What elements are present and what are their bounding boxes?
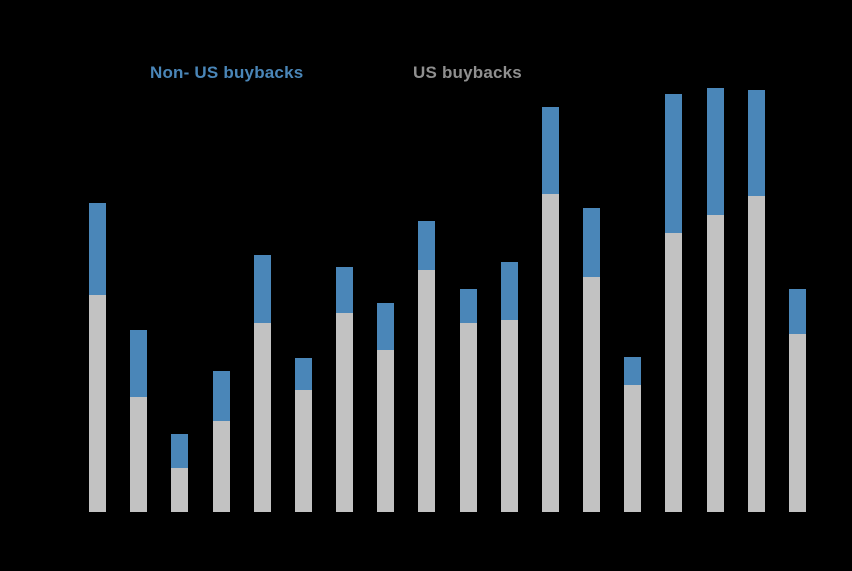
bar-stack [89,203,106,512]
segment-non-us-buybacks [747,90,765,196]
segment-us-buybacks [459,323,477,512]
segment-us-buybacks [253,323,271,512]
bar-stack [706,88,724,512]
segment-non-us-buybacks [459,289,477,323]
segment-non-us-buybacks [788,289,806,334]
bar-stack [171,434,189,512]
bar-stack [788,289,806,512]
segment-us-buybacks [706,215,724,512]
bar-stack [377,303,395,512]
bar-stack [665,94,683,512]
segment-non-us-buybacks [500,262,518,320]
segment-non-us-buybacks [253,255,271,323]
segment-us-buybacks [541,194,559,512]
bar-stack [500,262,518,512]
bar-stack [747,90,765,512]
bar-stack [130,330,148,512]
segment-us-buybacks [336,313,354,512]
segment-non-us-buybacks [212,371,230,421]
bar-stack [459,289,477,512]
segment-us-buybacks [500,320,518,512]
bar-stack [418,221,436,512]
segment-us-buybacks [788,334,806,512]
segment-us-buybacks [130,397,148,512]
segment-us-buybacks [377,350,395,512]
bar-stack [541,107,559,512]
segment-non-us-buybacks [624,357,642,385]
segment-us-buybacks [665,233,683,512]
plot-area [89,60,806,512]
segment-non-us-buybacks [665,94,683,233]
bar-stack [294,358,312,512]
segment-us-buybacks [171,468,189,512]
bar-stack [253,255,271,512]
legend-label-non-us-buybacks: Non- US buybacks [150,63,304,82]
segment-non-us-buybacks [294,358,312,390]
segment-non-us-buybacks [336,267,354,313]
segment-us-buybacks [747,196,765,512]
bar-stack [624,357,642,512]
bar-stack [336,267,354,512]
segment-us-buybacks [89,295,106,512]
segment-us-buybacks [294,390,312,512]
segment-non-us-buybacks [171,434,189,468]
legend-label-us-buybacks: US buybacks [413,63,522,82]
segment-non-us-buybacks [89,203,106,295]
bar-stack [583,208,601,512]
segment-non-us-buybacks [583,208,601,277]
segment-us-buybacks [212,421,230,512]
segment-non-us-buybacks [130,330,148,397]
segment-non-us-buybacks [706,88,724,215]
segment-non-us-buybacks [541,107,559,194]
segment-us-buybacks [624,385,642,512]
bar-stack [212,371,230,512]
segment-us-buybacks [583,277,601,512]
segment-non-us-buybacks [418,221,436,270]
segment-us-buybacks [418,270,436,512]
segment-non-us-buybacks [377,303,395,350]
